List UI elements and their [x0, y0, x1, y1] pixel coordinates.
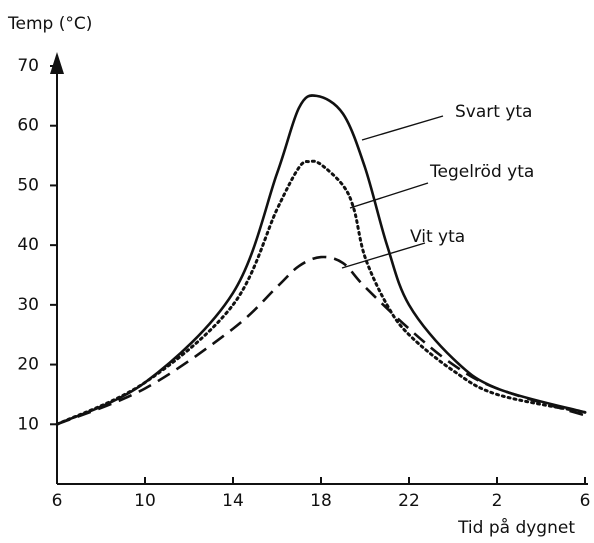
- y-axis-label: Temp (°C): [7, 14, 92, 34]
- x-tick-label: 6: [580, 491, 591, 511]
- label-arrow: [349, 182, 429, 209]
- x-tick-label: 18: [310, 491, 332, 511]
- x-tick-label: 2: [492, 491, 503, 511]
- line-series: [55, 159, 587, 426]
- series-label: Vit yta: [410, 227, 465, 247]
- y-axis-arrow: [50, 52, 64, 74]
- y-tick-label: 70: [17, 56, 39, 76]
- line-series: [56, 255, 586, 426]
- x-tick-label: 6: [52, 491, 63, 511]
- y-tick-label: 30: [17, 295, 39, 315]
- label-arrow: [361, 115, 444, 141]
- label-arrow: [341, 242, 426, 269]
- y-tick-label: 10: [17, 414, 39, 434]
- y-tick-label: 40: [17, 235, 39, 255]
- series-label: Svart yta: [455, 102, 532, 122]
- x-tick-label: 22: [398, 491, 420, 511]
- y-tick-label: 60: [17, 116, 39, 136]
- series-label: Tegelröd yta: [429, 162, 534, 182]
- line-series: [56, 94, 586, 426]
- y-tick-label: 50: [17, 175, 39, 195]
- y-tick-label: 20: [17, 355, 39, 375]
- x-tick-label: 10: [134, 491, 156, 511]
- x-axis-label: Tid på dygnet: [457, 517, 575, 538]
- x-tick-label: 14: [222, 491, 244, 511]
